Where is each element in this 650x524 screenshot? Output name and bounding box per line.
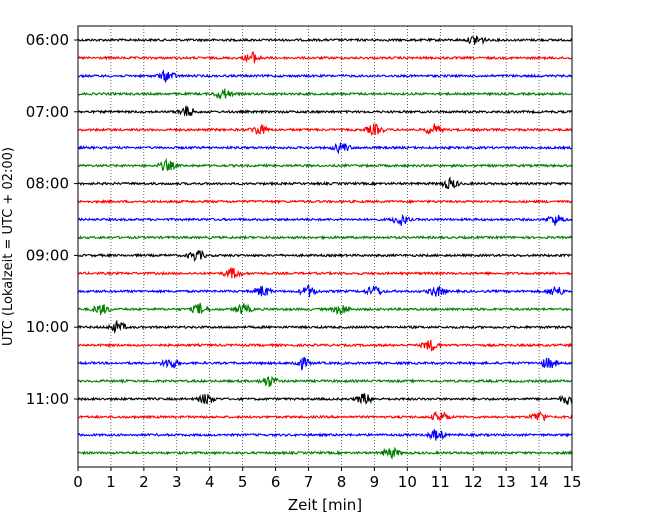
- x-tick-label: 7: [304, 473, 314, 491]
- trace-row: [77, 319, 573, 335]
- x-tick-label: 14: [530, 473, 549, 491]
- trace-row: [77, 88, 573, 100]
- y-axis-label: UTC (Lokalzeit = UTC + 02:00): [1, 147, 16, 346]
- trace-row: [77, 428, 573, 441]
- x-tick-label: 1: [106, 473, 116, 491]
- trace-rows: [77, 35, 573, 460]
- trace-row: [77, 393, 573, 405]
- plot-frame: [77, 25, 573, 468]
- x-tick-label: 8: [337, 473, 347, 491]
- trace-row: [77, 123, 573, 136]
- x-axis-label: Zeit [min]: [288, 496, 362, 514]
- trace-row: [77, 198, 573, 205]
- trace-row: [77, 176, 573, 190]
- trace-row: [77, 375, 573, 388]
- y-tick-label: 10:00: [26, 318, 69, 336]
- y-tick-label: 09:00: [26, 246, 69, 264]
- trace-row: [77, 267, 573, 279]
- x-tick-label: 5: [238, 473, 248, 491]
- y-tick-label: 06:00: [26, 31, 69, 49]
- x-tick-label: 2: [139, 473, 149, 491]
- x-tick-label: 12: [464, 473, 483, 491]
- trace-row: [78, 302, 573, 316]
- trace-row: [77, 213, 573, 226]
- trace-row: [77, 157, 573, 172]
- y-tick-label: 07:00: [26, 103, 69, 121]
- trace-row: [77, 105, 573, 117]
- y-tick-label: 08:00: [26, 175, 69, 193]
- x-tick-label: 9: [370, 473, 380, 491]
- trace-row: [77, 50, 573, 64]
- trace-row: [77, 69, 573, 84]
- trace-row: [77, 35, 573, 46]
- trace-row: [77, 234, 573, 241]
- trace-row: [77, 142, 573, 155]
- x-tick-label: 4: [205, 473, 215, 491]
- y-axis-ticks: 06:00 07:00 08:00 09:00 10:00 11:00: [26, 31, 78, 408]
- trace-row: [77, 339, 573, 352]
- trace-row: [77, 410, 573, 422]
- x-tick-label: 13: [497, 473, 516, 491]
- x-tick-label: 15: [562, 473, 581, 491]
- x-tick-label: 10: [398, 473, 417, 491]
- trace-row: [77, 356, 573, 371]
- x-tick-label: 3: [172, 473, 182, 491]
- trace-row: [77, 446, 573, 460]
- x-tick-label: 11: [431, 473, 450, 491]
- y-tick-label: 11:00: [26, 390, 69, 408]
- x-tick-label: 6: [271, 473, 281, 491]
- trace-row: [77, 249, 573, 263]
- x-axis-ticks: 0 1 2 3 4 5 6 7 8 9 10 11 12 13 14 15: [73, 467, 582, 491]
- trace-row: [77, 285, 573, 298]
- x-tick-label: 0: [73, 473, 83, 491]
